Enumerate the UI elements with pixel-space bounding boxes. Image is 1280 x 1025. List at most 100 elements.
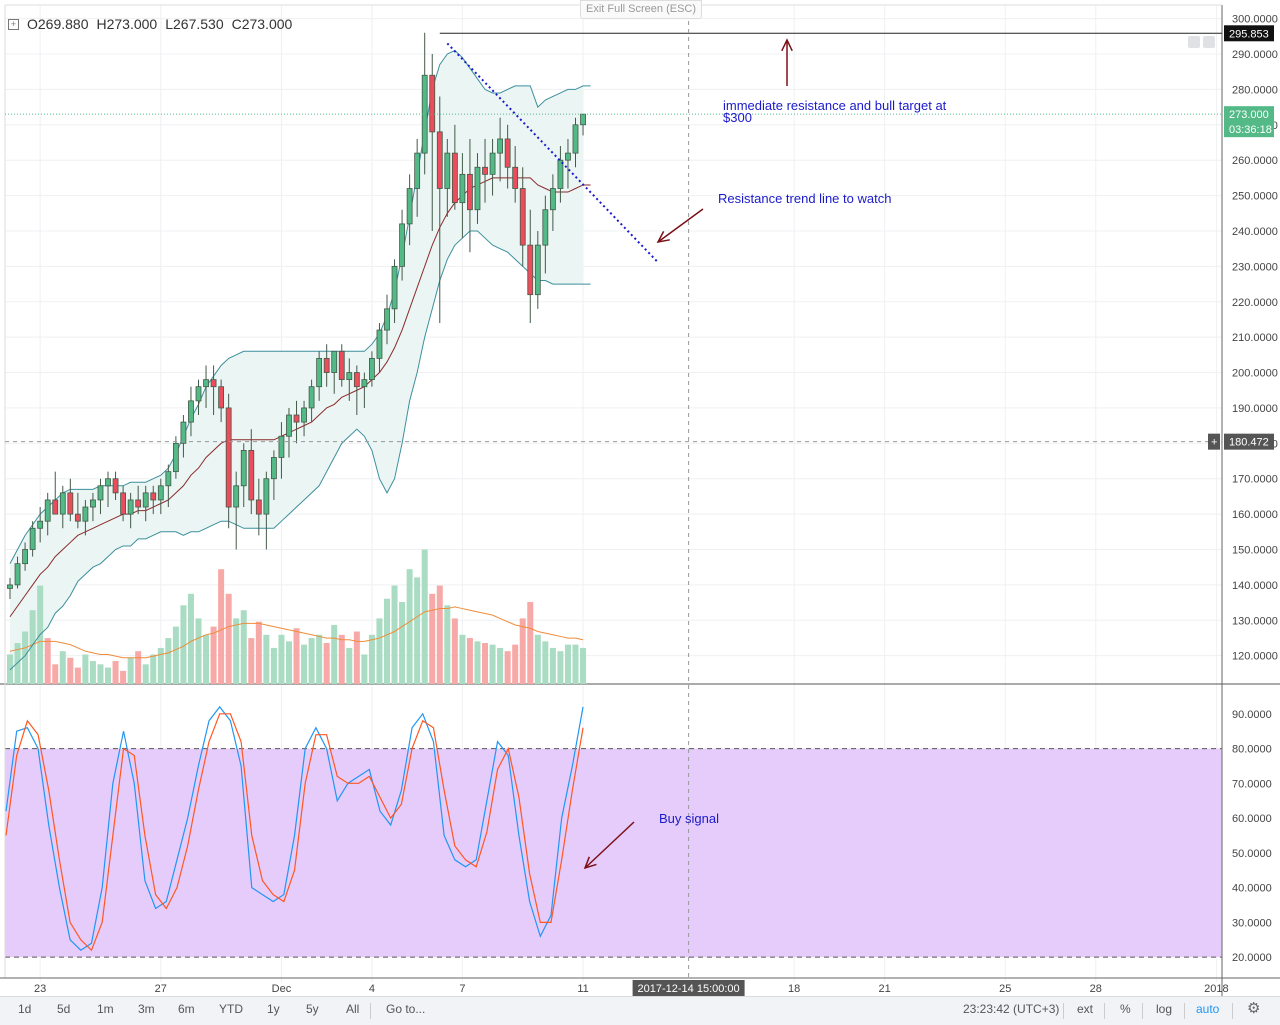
volume-bar: [557, 651, 564, 684]
target-arrow-head: [781, 38, 793, 52]
volume-bar: [127, 657, 134, 684]
price-tick-label: 140.0000: [1232, 580, 1278, 592]
volume-bar: [459, 634, 466, 684]
scroll-left-icon[interactable]: [1188, 36, 1200, 48]
toolbar-divider: [1142, 1003, 1143, 1019]
exit-fullscreen-button[interactable]: Exit Full Screen (ESC): [580, 0, 703, 19]
candle: [180, 415, 187, 458]
candle-body: [286, 414, 292, 437]
price-tick-label: 250.0000: [1232, 191, 1278, 203]
volume-bar: [301, 644, 308, 684]
candle: [512, 146, 519, 203]
candle-body: [263, 478, 270, 515]
stochastic-tick-label: 50.0000: [1232, 848, 1272, 860]
volume-bar: [240, 610, 247, 684]
percent-toggle[interactable]: %: [1120, 1002, 1131, 1016]
range-5d-button[interactable]: 5d: [57, 1002, 71, 1016]
candle-body: [467, 173, 473, 211]
candle-body: [150, 492, 157, 501]
candle: [210, 365, 217, 416]
volume-bar: [52, 664, 59, 684]
candle-body: [474, 166, 481, 211]
range-1d-button[interactable]: 1d: [18, 1002, 32, 1016]
volume-bar: [429, 593, 436, 684]
candle-body: [203, 379, 209, 388]
candle: [52, 471, 59, 515]
volume-bar: [414, 577, 421, 684]
candle-body: [127, 499, 134, 515]
ohlc-low: L267.530: [165, 16, 224, 32]
goto-button[interactable]: Go to...: [386, 1002, 426, 1016]
collapse-icon[interactable]: +: [8, 18, 19, 30]
trend-line-label: Resistance trend line to watch: [718, 191, 891, 206]
volume-ma-line: [9, 606, 584, 659]
candle: [459, 153, 466, 239]
price-tick-label: 130.0000: [1232, 615, 1278, 627]
bottom-toolbar: 1d 5d 1m 3m 6m YTD 1y 5y All Go to... 23…: [0, 996, 1280, 1025]
candle: [391, 259, 398, 323]
candle-body: [180, 421, 187, 444]
range-1y-button[interactable]: 1y: [267, 1002, 280, 1016]
stochastic-tick-label: 20.0000: [1232, 952, 1272, 964]
candle: [467, 138, 473, 253]
high-price-tag-label: 295.853: [1229, 28, 1269, 40]
scroll-controls: [1188, 35, 1218, 53]
candle: [127, 492, 134, 529]
candle: [255, 478, 262, 536]
candle-body: [376, 329, 383, 359]
range-ytd-button[interactable]: YTD: [219, 1002, 243, 1016]
stochastic-tick-label: 90.0000: [1232, 709, 1272, 721]
scroll-right-icon[interactable]: [1203, 36, 1215, 48]
volume-bar: [489, 644, 496, 684]
volume-bar: [421, 549, 428, 684]
ext-toggle[interactable]: ext: [1077, 1002, 1094, 1016]
clock-label[interactable]: 23:23:42 (UTC+3): [963, 1002, 1060, 1016]
candle: [278, 422, 285, 479]
candle-body: [384, 308, 390, 331]
stochastic-tick-label: 40.0000: [1232, 883, 1272, 895]
candle-body: [406, 188, 413, 225]
range-6m-button[interactable]: 6m: [178, 1002, 195, 1016]
price-tick-label: 120.0000: [1232, 651, 1278, 663]
volume-bar: [353, 631, 360, 684]
candle-body: [233, 485, 240, 508]
candle: [203, 365, 209, 408]
price-tick-label: 150.0000: [1232, 545, 1278, 557]
candle-body: [323, 357, 330, 373]
volume-bar: [135, 651, 142, 684]
candle-body: [248, 450, 255, 501]
candle: [406, 174, 413, 246]
volume-bar: [14, 643, 21, 684]
range-1m-button[interactable]: 1m: [97, 1002, 114, 1016]
price-tick-label: 240.0000: [1232, 226, 1278, 238]
range-5y-button[interactable]: 5y: [306, 1002, 319, 1016]
range-3m-button[interactable]: 3m: [138, 1002, 155, 1016]
volume-bar: [142, 664, 149, 684]
gear-icon[interactable]: ⚙: [1247, 1000, 1261, 1017]
ohlc-legend: + O269.880 H273.000 L267.530 C273.000: [8, 16, 292, 32]
candle-body: [565, 152, 571, 161]
toolbar-divider: [1063, 1003, 1064, 1019]
bollinger-basis-line: [9, 177, 591, 618]
candle: [29, 521, 36, 557]
log-toggle[interactable]: log: [1156, 1002, 1173, 1016]
range-all-button[interactable]: All: [346, 1002, 360, 1016]
volume-bar: [59, 651, 66, 684]
volume-bar: [172, 626, 179, 684]
candle-body: [346, 372, 353, 381]
candle: [565, 138, 571, 189]
candle-body: [225, 407, 232, 508]
price-tick-label: 190.0000: [1232, 403, 1278, 415]
candle-body: [14, 563, 21, 586]
volume-bar: [316, 634, 323, 684]
volume-bar: [263, 634, 270, 684]
candle-body: [369, 357, 375, 381]
chart-svg[interactable]: 300.0000290.0000280.0000270.0000260.0000…: [0, 0, 1280, 996]
candle: [534, 230, 541, 309]
auto-toggle[interactable]: auto: [1196, 1002, 1220, 1016]
candle: [293, 400, 300, 444]
volume-bar: [384, 598, 390, 684]
candle: [135, 485, 142, 515]
candle-body: [391, 265, 398, 310]
